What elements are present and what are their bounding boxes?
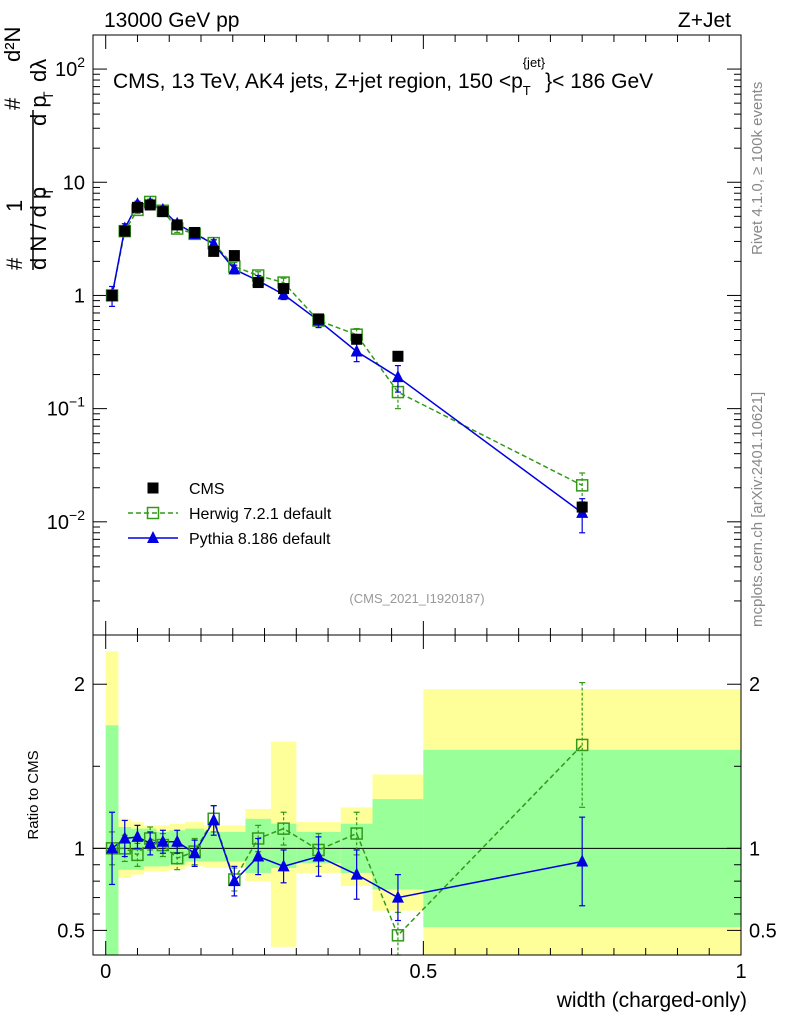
cms-point xyxy=(252,277,264,289)
side-rivet: Rivet 4.1.0, ≥ 100k events xyxy=(749,82,766,255)
herwig-ratio-point xyxy=(391,929,405,942)
ratio-frame xyxy=(92,634,742,956)
cms-point xyxy=(119,225,131,237)
cms-point xyxy=(351,333,363,345)
legend-label: CMS xyxy=(189,481,225,498)
y-tick-label: 1 xyxy=(74,285,85,307)
ylabel-dl: dλ xyxy=(26,59,51,82)
cms-point xyxy=(106,289,118,301)
side-mcplots: mcplots.cern.ch [arXiv:2401.10621] xyxy=(749,392,766,627)
main-title: CMS, 13 TeV, AK4 jets, Z+jet region, 150… xyxy=(113,55,653,98)
title-after: }< 186 GeV xyxy=(545,70,653,93)
cms-point xyxy=(392,350,404,362)
pythia-ratio-point xyxy=(312,849,325,862)
legend-label: Herwig 7.2.1 default xyxy=(189,506,332,523)
y-tick-label: 10−1 xyxy=(47,394,85,421)
pythia-ratio-point xyxy=(156,834,169,847)
ylabel-pt-sub-2: T xyxy=(40,91,56,100)
pythia-ratio-point xyxy=(131,829,144,842)
ratio-y-tick-label-left: 2 xyxy=(74,674,85,696)
cms-point xyxy=(144,199,156,211)
pythia-ratio-point xyxy=(118,831,131,844)
x-tick-label: 0.5 xyxy=(409,961,437,983)
herwig-ratio-point xyxy=(575,738,589,752)
pythia-ratio-point xyxy=(188,846,201,859)
ylabel-d2n: d²N xyxy=(0,27,25,62)
ratio-inner-band xyxy=(223,831,246,862)
cms-point xyxy=(157,206,169,218)
ratio-y-tick-label-right: 1 xyxy=(749,838,760,860)
y-tick-label: 10−2 xyxy=(47,507,85,534)
pythia-ratio-point xyxy=(391,890,404,903)
ratio-y-tick-label-left: 0.5 xyxy=(57,920,85,942)
ylabel-dpt: d p xyxy=(26,95,51,126)
legend-herwig-marker xyxy=(146,506,160,520)
pythia-ratio-point xyxy=(576,854,589,867)
herwig-line xyxy=(111,201,583,487)
herwig-ratio-point xyxy=(131,848,144,862)
cms-point xyxy=(131,201,143,213)
header-right: Z+Jet xyxy=(678,9,731,32)
legend-pythia-marker xyxy=(147,531,159,543)
pythia-ratio-point xyxy=(350,867,363,880)
ylabel-hash-2: # xyxy=(0,97,25,110)
ratio-y-tick-label-left: 1 xyxy=(74,838,85,860)
title-sup: {jet} xyxy=(523,55,546,70)
pythia-ratio-point xyxy=(207,813,220,826)
header-left: 13000 GeV pp xyxy=(104,9,239,32)
herwig-point xyxy=(575,479,589,492)
ratio-ylabel: Ratio to CMS xyxy=(25,750,42,839)
cms-point xyxy=(208,245,220,257)
analysis-watermark: (CMS_2021_I1920187) xyxy=(349,591,484,606)
herwig-ratio-point xyxy=(350,827,363,840)
pythia-ratio-point xyxy=(228,874,241,887)
legend-label: Pythia 8.186 default xyxy=(189,531,331,548)
cms-point xyxy=(189,226,201,238)
pythia-point xyxy=(350,344,363,357)
x-tick-label: 1 xyxy=(735,961,746,983)
x-tick-label: 0 xyxy=(100,961,111,983)
ylabel-hash: # xyxy=(2,257,27,270)
pythia-ratio-point xyxy=(171,834,184,847)
pythia-point xyxy=(228,262,241,275)
legend-cms-marker xyxy=(147,482,159,494)
ratio-panel: 0.5 0.51 12 20 0.5 1 Ratio to CMS width (char… xyxy=(25,634,777,1012)
pythia-ratio-point xyxy=(106,841,119,854)
pythia-ratio-point xyxy=(252,849,265,862)
title-before: CMS, 13 TeV, AK4 jets, Z+jet region, 150… xyxy=(113,70,523,93)
pythia-line xyxy=(111,202,583,514)
main-ylabel: # 1 d N / d p T # d²N d p T dλ xyxy=(0,27,56,270)
title-sub: T xyxy=(523,83,531,98)
herwig-ratio-point xyxy=(277,822,290,835)
pythia-ratio-point xyxy=(144,836,157,849)
cms-point xyxy=(228,250,240,262)
ylabel-pt-sub: T xyxy=(40,187,56,196)
y-tick-label: 10 xyxy=(63,172,85,194)
ratio-y-tick-label-right: 0.5 xyxy=(749,920,777,942)
cms-point xyxy=(278,283,290,295)
legend: CMS Herwig 7.2.1 default Pythia 8.186 defa… xyxy=(128,481,332,548)
main-panel: 102 10 1 10−1 10−2 CMS, 13 TeV, AK4 jets, Z+… xyxy=(47,34,742,636)
cms-point xyxy=(576,501,588,513)
pythia-point xyxy=(391,370,404,383)
ratio-inner-band xyxy=(204,831,224,862)
x-axis-label: width (charged-only) xyxy=(556,989,747,1012)
ylabel-one: 1 xyxy=(2,200,27,212)
pythia-ratio-point xyxy=(277,859,290,872)
y-tick-label: 102 xyxy=(55,54,85,81)
cms-point xyxy=(171,219,183,231)
ylabel-dn: d N / d p xyxy=(26,187,51,270)
cms-point xyxy=(313,313,325,325)
ratio-y-tick-label-right: 2 xyxy=(749,674,760,696)
